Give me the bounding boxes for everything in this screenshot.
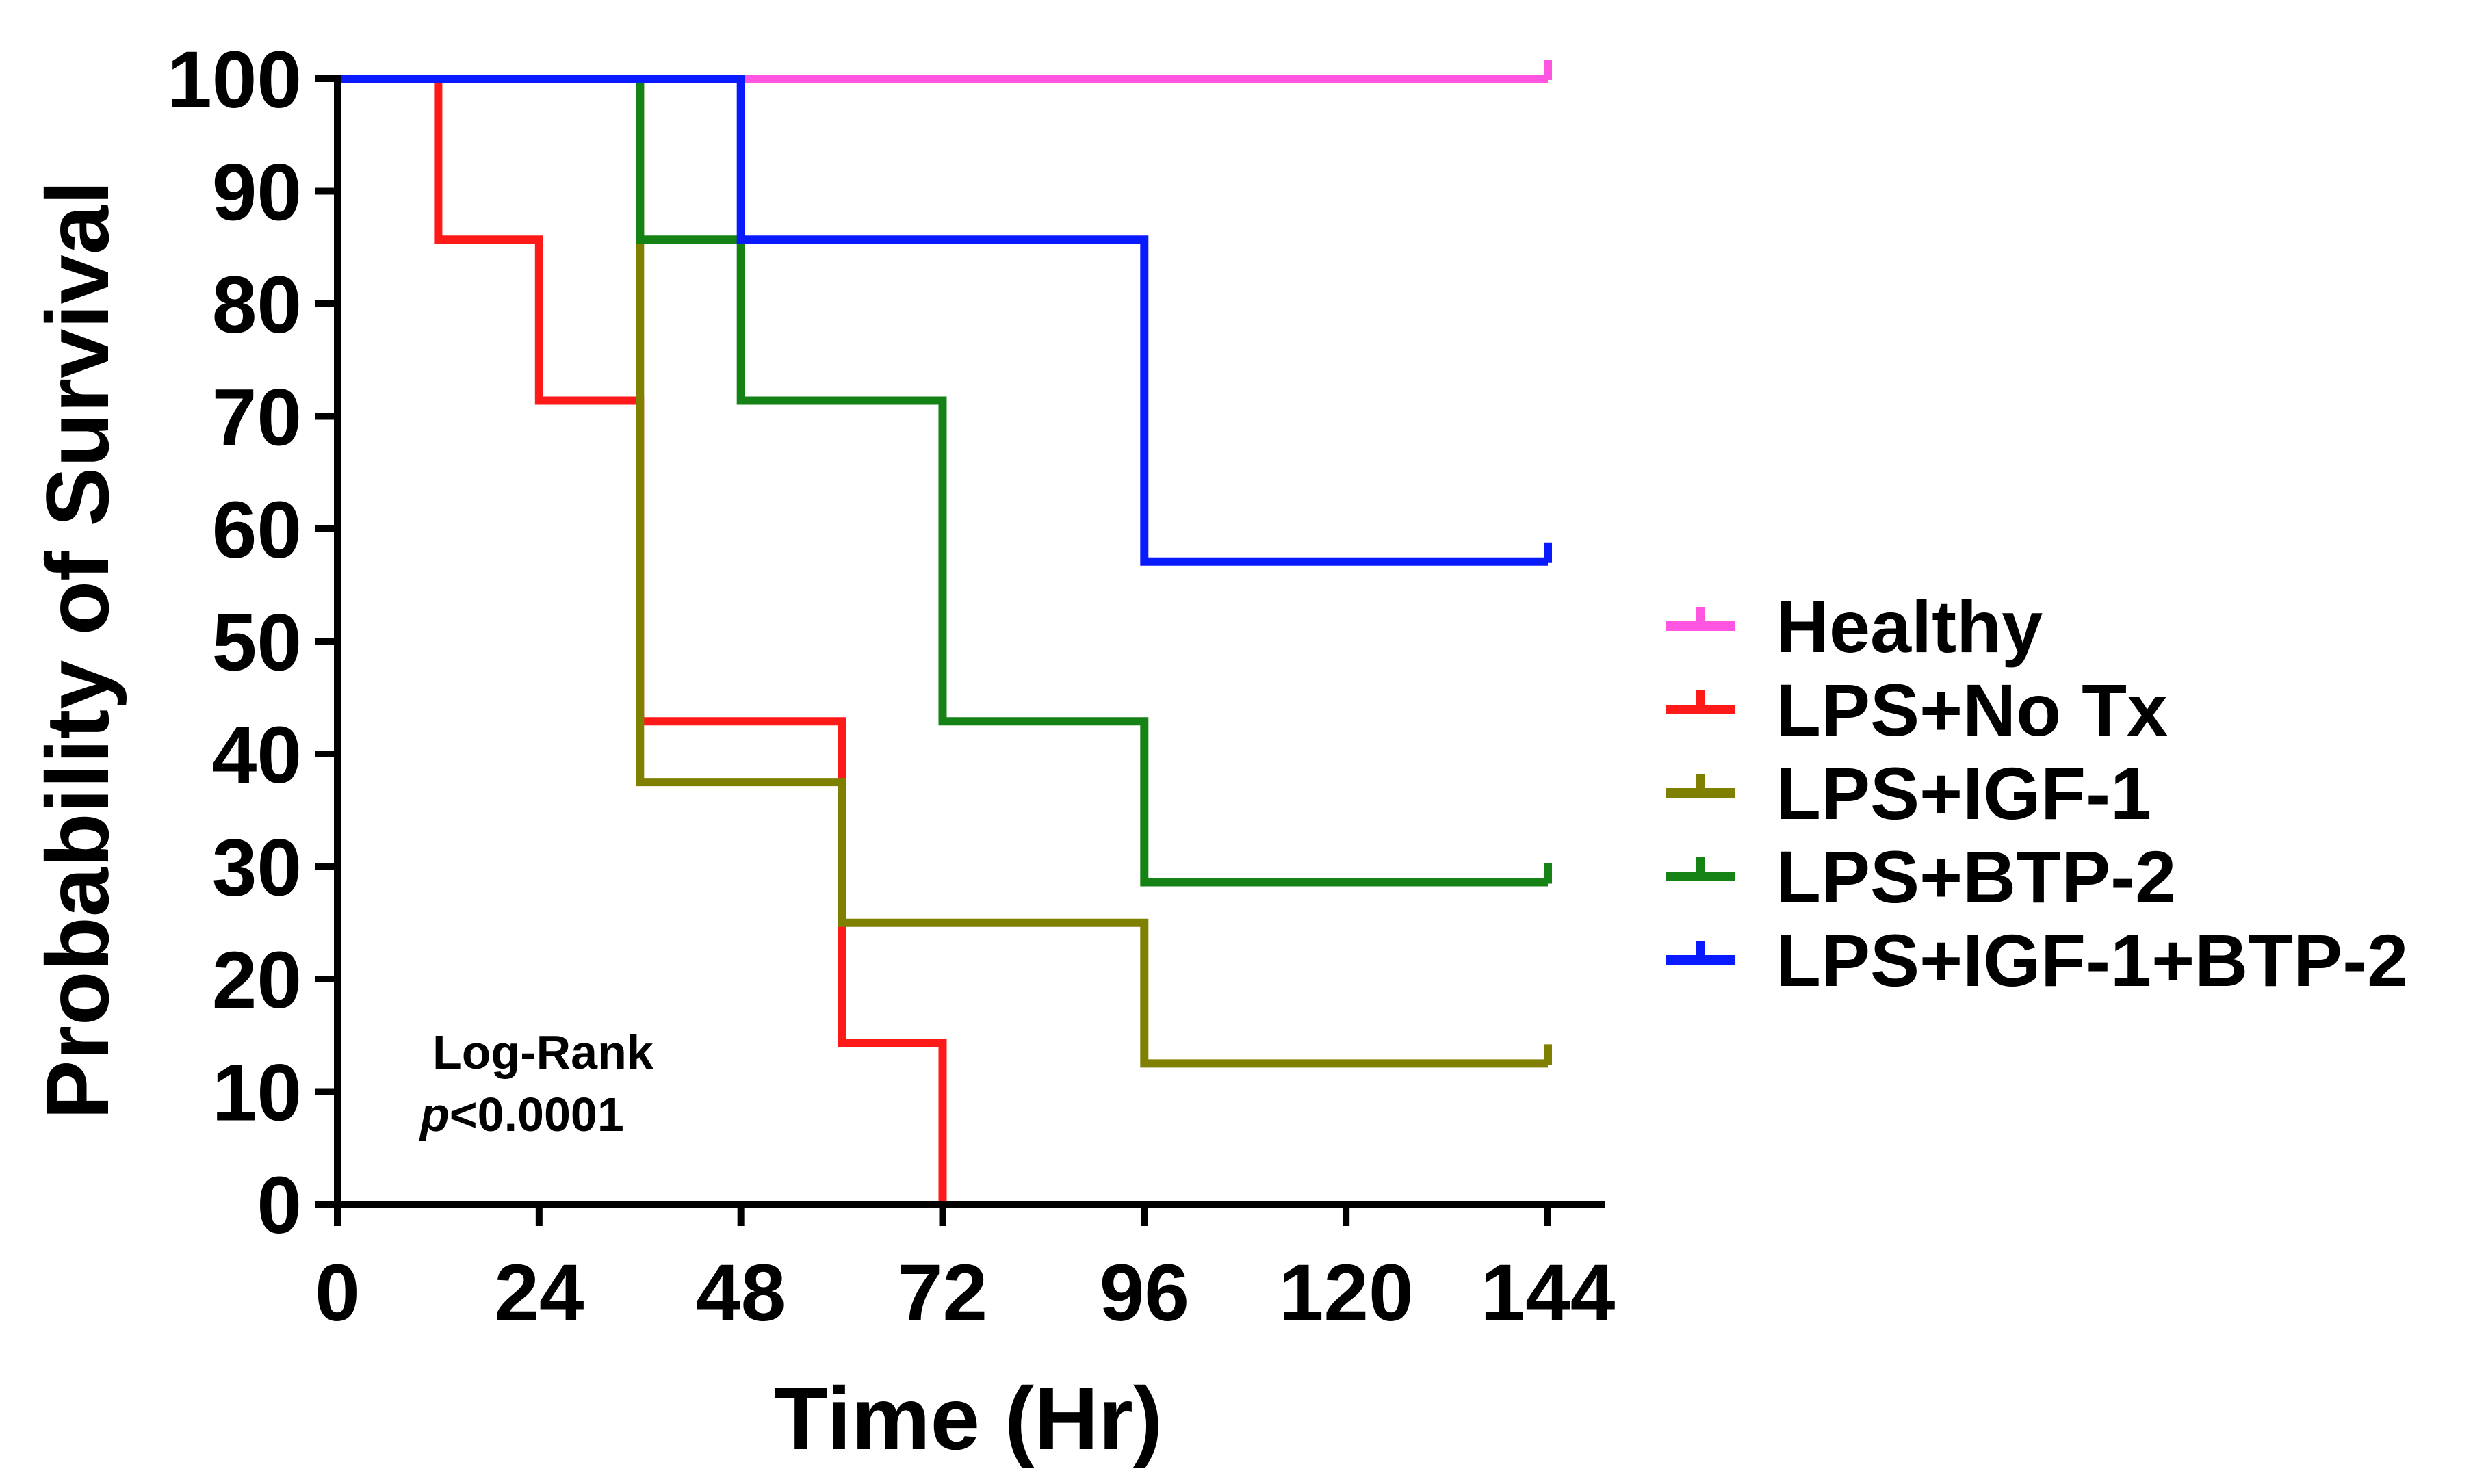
y-tick-label-10: 10 (212, 1048, 302, 1138)
log-rank-annotation: Log-Rank p<0.0001 (419, 1026, 653, 1141)
series-line-lps-btp-2 (337, 75, 1548, 887)
legend-item-lps-btp-2: LPS+BTP-2 (1666, 835, 2176, 918)
y-tick-label-90: 90 (212, 148, 302, 238)
annotation-p-number: <0.0001 (450, 1088, 624, 1141)
legend-item-lps-igf-1: LPS+IGF-1 (1666, 752, 2151, 835)
y-tick-label-50: 50 (212, 598, 302, 688)
x-tick-label-0: 0 (315, 1248, 360, 1338)
legend-label-lps-igf-1: LPS+IGF-1 (1776, 752, 2151, 835)
x-tick-label-48: 48 (696, 1248, 786, 1338)
y-axis-title: Probability of Survival (27, 181, 127, 1120)
labels-layer: 0 10 20 30 40 50 60 70 80 90 100 0 24 48 72 96 120 144 (167, 35, 1615, 1338)
legend-item-lps-no-tx: LPS+No Tx (1666, 668, 2168, 751)
legend-label-lps-no-tx: LPS+No Tx (1776, 668, 2168, 751)
series-layer (337, 60, 1552, 1204)
legend-item-healthy: Healthy (1666, 585, 2043, 668)
x-tick-label-96: 96 (1100, 1248, 1189, 1338)
axes-layer (315, 75, 1605, 1226)
x-tick-label-144: 144 (1481, 1248, 1616, 1338)
y-tick-label-40: 40 (212, 710, 302, 800)
y-tick-label-70: 70 (212, 373, 302, 463)
y-tick-label-0: 0 (257, 1160, 302, 1251)
legend-label-healthy: Healthy (1776, 585, 2043, 668)
annotation-p-symbol: p (419, 1088, 450, 1141)
y-tick-label-80: 80 (212, 260, 302, 350)
annotation-test-name: Log-Rank (432, 1026, 653, 1079)
x-tick-label-24: 24 (494, 1248, 584, 1338)
legend-label-lps-btp-2: LPS+BTP-2 (1776, 835, 2176, 918)
y-tick-label-30: 30 (212, 823, 302, 913)
legend-label-lps-igf-1-btp-2: LPS+IGF-1+BTP-2 (1776, 919, 2408, 1002)
y-tick-label-60: 60 (212, 485, 302, 575)
annotation-p-value: p<0.0001 (419, 1088, 624, 1141)
y-tick-label-100: 100 (167, 35, 302, 125)
legend-item-lps-igf-1-btp-2: LPS+IGF-1+BTP-2 (1666, 919, 2408, 1002)
series-line-lps-igf-1-btp-2 (337, 75, 1548, 566)
y-tick-label-20: 20 (212, 935, 302, 1026)
x-tick-label-72: 72 (898, 1248, 987, 1338)
x-axis-title: Time (Hr) (774, 1368, 1163, 1468)
x-tick-label-120: 120 (1279, 1248, 1414, 1338)
